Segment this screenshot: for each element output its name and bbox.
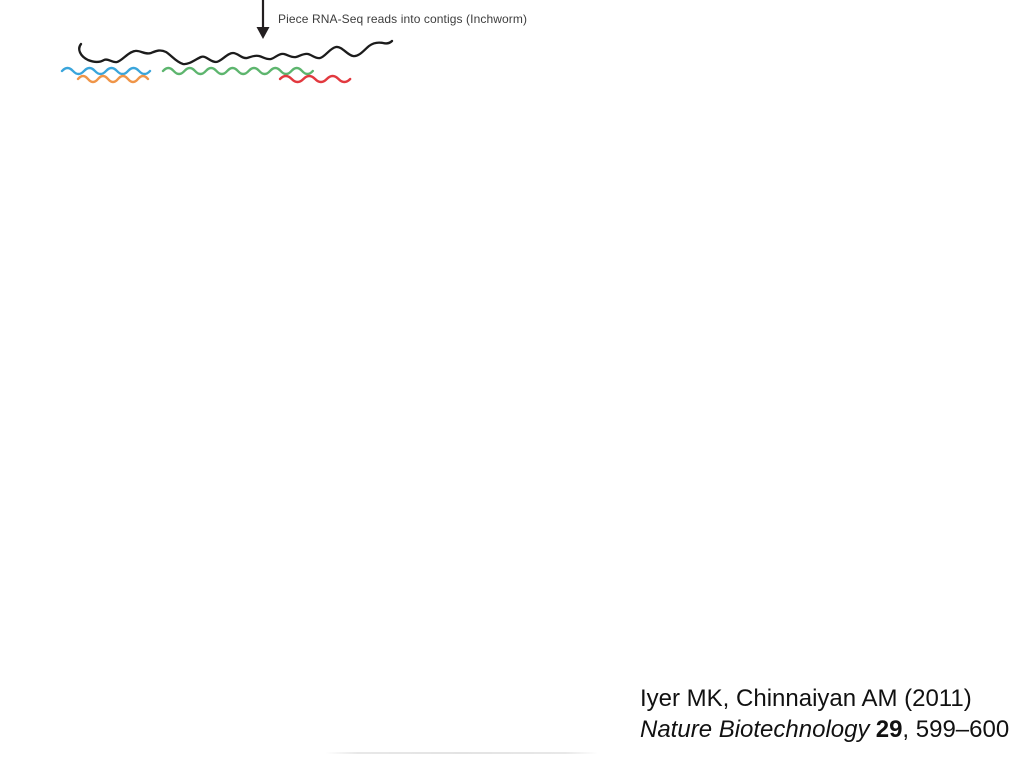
citation-volume: 29 xyxy=(875,716,903,743)
slide-bottom-divider xyxy=(325,752,598,754)
read-curve-orange xyxy=(76,74,150,84)
citation-source: Nature Biotechnology 29, 599–600 xyxy=(640,714,1009,745)
assembly-figure: Piece RNA-Seq reads into contigs (Inchwo… xyxy=(0,0,560,100)
read-curve-green xyxy=(161,66,314,76)
assembly-figure-drawing xyxy=(60,0,394,84)
citation-journal: Nature Biotechnology xyxy=(640,716,870,743)
down-arrow-icon xyxy=(256,0,270,39)
citation-authors: Iyer MK, Chinnaiyan AM (2011) xyxy=(640,685,972,712)
read-curve-red xyxy=(278,74,352,84)
contig-curve xyxy=(78,39,394,66)
citation-pages: , 599–600 xyxy=(902,716,1010,743)
read-curve-blue xyxy=(60,66,152,76)
figure-caption: Piece RNA-Seq reads into contigs (Inchwo… xyxy=(278,12,528,26)
citation: Iyer MK, Chinnaiyan AM (2011) Nature Bio… xyxy=(640,683,1009,745)
